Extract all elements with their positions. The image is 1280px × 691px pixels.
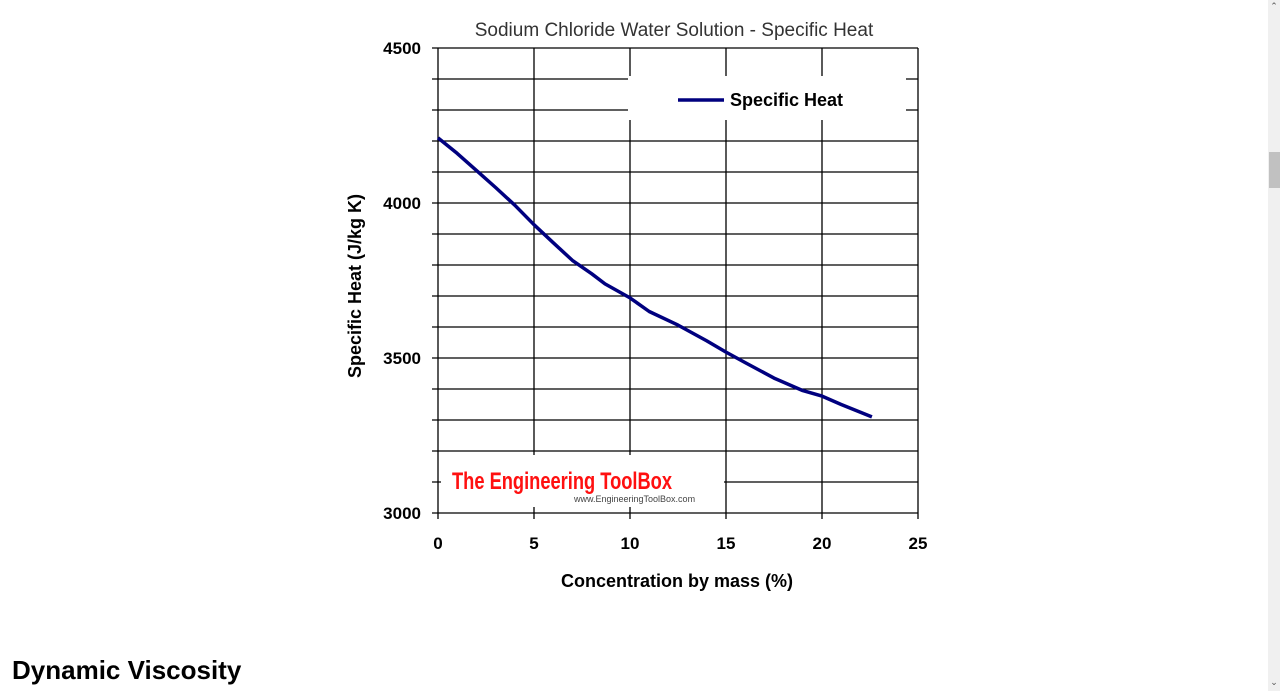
y-tick-label: 3500 [383, 349, 421, 368]
x-tick-label: 0 [433, 534, 442, 553]
specific-heat-chart: Sodium Chloride Water Solution - Specifi… [345, 20, 927, 591]
scroll-up-icon[interactable]: ⌃ [1270, 1, 1278, 11]
x-tick-label: 25 [909, 534, 928, 553]
series-group [436, 136, 873, 419]
y-axis-label: Specific Heat (J/kg K) [345, 194, 365, 378]
chart-title: Sodium Chloride Water Solution - Specifi… [475, 20, 874, 41]
scrollbar-thumb[interactable] [1269, 152, 1280, 188]
series-line-specific-heat [436, 136, 873, 419]
vertical-scrollbar[interactable]: ⌃ ⌄ [1268, 0, 1280, 691]
watermark-url: www.EngineeringToolBox.com [573, 494, 695, 504]
x-tick-label: 20 [813, 534, 832, 553]
section-heading-dynamic-viscosity: Dynamic Viscosity [12, 655, 242, 685]
scroll-down-icon[interactable]: ⌄ [1270, 677, 1278, 687]
x-tick-label: 10 [621, 534, 640, 553]
x-tick-label: 15 [717, 534, 736, 553]
y-tick-label: 4500 [383, 39, 421, 58]
legend-box [628, 76, 906, 120]
watermark-box [441, 455, 724, 507]
x-axis-label: Concentration by mass (%) [561, 571, 793, 591]
ticks: 0 5 10 15 20 25 3000 3500 4000 4500 [383, 39, 927, 553]
legend-label: Specific Heat [730, 90, 843, 110]
watermark-logo: The Engineering ToolBox [452, 468, 672, 495]
y-tick-label: 4000 [383, 194, 421, 213]
x-tick-label: 5 [529, 534, 538, 553]
y-tick-label: 3000 [383, 504, 421, 523]
